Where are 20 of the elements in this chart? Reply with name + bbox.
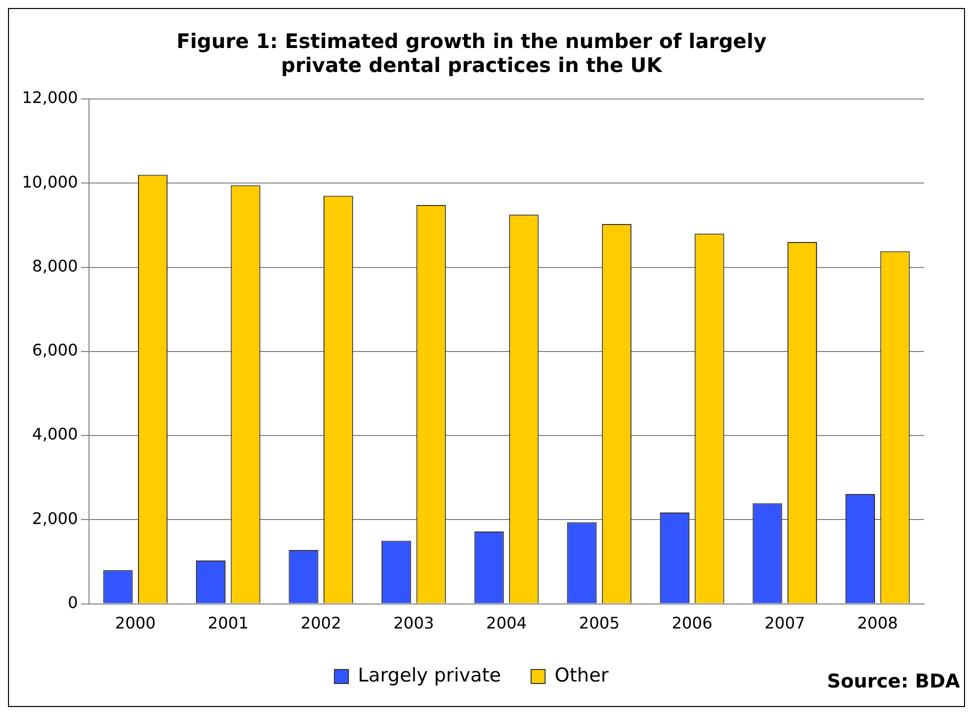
y-tick-label: 4,000 <box>32 424 78 444</box>
y-tick-label: 10,000 <box>22 172 78 192</box>
y-tick-label: 8,000 <box>32 256 78 276</box>
y-tick-label: 2,000 <box>32 508 78 528</box>
x-tick-label: 2007 <box>764 614 806 633</box>
x-tick-label: 2008 <box>857 614 898 633</box>
x-tick-label: 2006 <box>672 614 712 633</box>
x-tick-label: 2004 <box>486 614 527 633</box>
x-tick-label: 2001 <box>208 614 249 633</box>
y-tick-label: 12,000 <box>22 88 78 108</box>
y-tick-label: 6,000 <box>32 340 78 360</box>
x-tick-label: 2000 <box>115 614 156 633</box>
chart-title: Figure 1: Estimated growth in the number of largely private dental practices in the UK <box>176 29 767 78</box>
x-tick-label: 2005 <box>578 614 620 633</box>
y-tick-label: 0 <box>68 592 78 612</box>
legend-label: Largely private <box>358 664 502 686</box>
source-note: Source: BDA <box>827 670 960 692</box>
legend-label: Other <box>554 664 609 686</box>
x-tick-label: 2003 <box>393 614 434 633</box>
x-tick-label: 2002 <box>300 614 342 633</box>
